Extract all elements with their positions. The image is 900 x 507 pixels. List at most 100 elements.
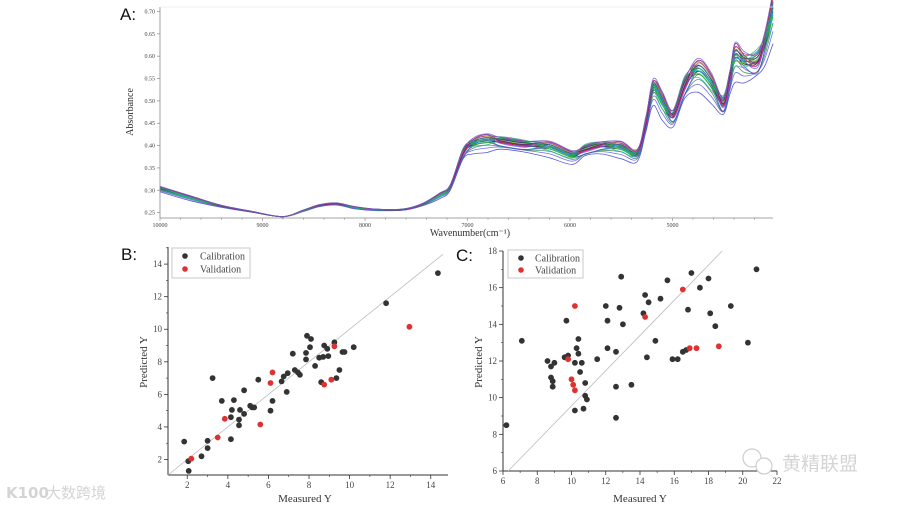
- calibration-point: [280, 373, 287, 380]
- spectrum-line: [159, 22, 774, 218]
- calibration-point: [228, 414, 234, 421]
- validation-point: [572, 387, 578, 394]
- spectrum-line: [159, 0, 773, 218]
- calibration-point: [236, 422, 242, 429]
- calibration-point: [185, 468, 192, 474]
- calibration-point: [324, 345, 331, 352]
- spectra-lines: [159, 0, 774, 218]
- x-tick-label: 7000: [462, 223, 474, 229]
- x-tick-label: 20: [738, 476, 748, 486]
- x-tick-label: 5000: [667, 223, 679, 229]
- x-tick-label: 6: [501, 476, 506, 486]
- panel-c-x-axis-title: Measured Y: [613, 493, 667, 505]
- y-tick-label: 6: [493, 466, 498, 476]
- y-tick-label: 10: [488, 393, 498, 403]
- spectrum-line: [159, 16, 774, 218]
- calibration-point: [563, 317, 570, 324]
- calibration-point: [578, 359, 585, 366]
- validation-point: [572, 303, 578, 309]
- y-tick-label: 14: [153, 259, 163, 269]
- y-tick-label: 0.35: [145, 166, 156, 172]
- calibration-point: [580, 405, 587, 412]
- calibration-point: [312, 363, 318, 369]
- panel-b-y-axis-title: Predicted Y: [138, 336, 150, 388]
- calibration-point: [613, 414, 619, 421]
- legend-box: [171, 247, 251, 279]
- y-tick-label: 8: [158, 357, 163, 367]
- legend-marker-calibration: [518, 255, 524, 261]
- y-tick-label: 0.60: [145, 54, 156, 60]
- calibration-point: [707, 310, 714, 317]
- calibration-point: [198, 453, 205, 460]
- spectrum-line: [159, 11, 774, 218]
- calibration-point: [549, 378, 556, 385]
- calibration-point: [241, 387, 248, 394]
- panel-c-legend: Calibration Validation: [507, 249, 584, 279]
- calibration-point: [618, 273, 625, 280]
- calibration-point: [228, 436, 234, 443]
- y-tick-label: 2: [158, 455, 163, 465]
- panel-c-scatter-chart: C: 6 8 10 12 14 16 18 20 22 6 8 10 12 14 16 18 Predicte…: [456, 246, 782, 505]
- calibration-point: [644, 354, 650, 361]
- legend-label-calibration: Calibration: [200, 252, 245, 263]
- wechat-icon-bubble: [755, 457, 773, 475]
- calibration-point: [572, 359, 578, 366]
- validation-point: [565, 356, 571, 363]
- panel-a-axes: 0.25 0.30 0.35 0.40 0.45 0.50 0.55 0.60 0.65 0.70…: [145, 6, 773, 229]
- validation-point: [269, 369, 276, 376]
- panel-c-plot: 6 8 10 12 14 16 18 20 22 6 8 10 12 14 16 18: [488, 246, 782, 486]
- y-tick-label: 16: [488, 283, 498, 293]
- calibration-point: [652, 337, 659, 344]
- reference-line: [507, 250, 723, 472]
- y-tick-label: 14: [488, 319, 498, 329]
- watermark-logo: K100: [6, 484, 49, 502]
- legend-marker-validation: [182, 266, 188, 272]
- y-tick-label: 12: [488, 356, 497, 366]
- calibration-point: [308, 336, 314, 342]
- y-tick-label: 18: [488, 246, 498, 256]
- calibration-point: [685, 306, 691, 313]
- calibration-point: [435, 270, 441, 276]
- y-tick-label: 4: [158, 422, 163, 432]
- x-tick-label: 14: [636, 476, 646, 486]
- calibration-point: [753, 266, 760, 273]
- validation-point: [642, 314, 648, 320]
- calibration-point: [325, 353, 332, 359]
- calibration-point: [267, 407, 274, 414]
- calibration-point: [204, 437, 211, 444]
- calibration-point: [241, 411, 248, 417]
- y-tick-label: 0.55: [145, 77, 156, 83]
- calibration-point: [548, 363, 554, 370]
- calibration-point: [573, 345, 580, 352]
- calibration-point: [642, 292, 648, 298]
- calibration-point: [604, 317, 611, 324]
- validation-point: [267, 380, 274, 386]
- calibration-point: [602, 303, 609, 309]
- spectrum-line: [159, 0, 773, 218]
- watermark-right-text: 黄精联盟: [782, 453, 858, 475]
- legend-label-calibration: Calibration: [535, 254, 580, 265]
- panel-b-plot: 2 4 6 8 10 12 14 2 4 6 8 10 12 14: [153, 247, 448, 490]
- legend-marker-calibration: [182, 253, 188, 259]
- spectrum-line: [159, 0, 774, 218]
- calibration-point: [674, 356, 681, 363]
- x-tick-label: 10: [567, 476, 577, 486]
- calibration-point: [688, 270, 695, 276]
- x-tick-label: 14: [426, 480, 436, 490]
- calibration-point: [620, 321, 626, 328]
- calibration-point: [229, 407, 235, 413]
- calibration-point: [613, 383, 619, 390]
- panel-a-x-axis-title: Wavenumber(cm⁻¹): [430, 228, 510, 239]
- calibration-point: [575, 336, 582, 342]
- spectrum-line: [159, 43, 774, 218]
- calibration-point: [577, 369, 583, 375]
- legend-marker-validation: [518, 267, 524, 273]
- x-tick-label: 4: [226, 480, 231, 490]
- panel-b-x-axis-title: Measured Y: [278, 493, 332, 505]
- calibration-point: [236, 416, 242, 423]
- validation-point: [568, 376, 575, 383]
- spectrum-line: [159, 8, 774, 218]
- calibration-point: [572, 407, 578, 414]
- calibration-point: [594, 356, 601, 363]
- spectrum-line: [159, 11, 774, 218]
